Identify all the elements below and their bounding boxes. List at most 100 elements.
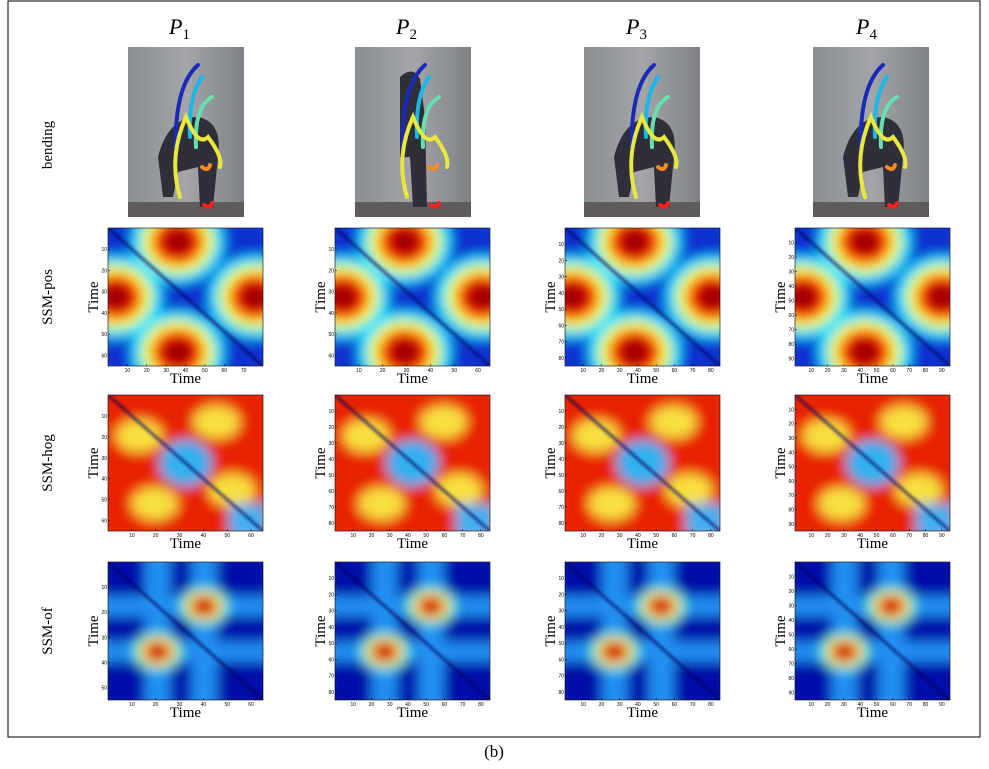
diagonal [108, 395, 263, 531]
heat-blob [376, 645, 394, 659]
y-tick-label: 20 [328, 592, 334, 598]
y-tick-label: 40 [558, 625, 564, 631]
x-tick-label: 10 [350, 533, 356, 539]
x-axis-label: Time [857, 371, 888, 387]
column-subscript: 3 [639, 27, 647, 43]
x-tick-label: 90 [939, 368, 945, 374]
x-tick-label: 50 [224, 533, 230, 539]
x-tick-label: 20 [825, 533, 831, 539]
x-tick-label: 20 [144, 368, 150, 374]
x-tick-label: 50 [224, 702, 230, 708]
y-tick-label: 50 [788, 299, 794, 305]
x-tick-label: 10 [809, 702, 815, 708]
heatmap-field [795, 562, 950, 700]
x-tick-label: 70 [460, 533, 466, 539]
heat-blob [880, 405, 927, 439]
y-tick-label: 20 [788, 589, 794, 595]
y-tick-label: 90 [788, 691, 794, 697]
heat-blob [795, 282, 819, 312]
y-tick-label: 20 [101, 610, 107, 616]
photo [355, 47, 471, 217]
y-tick-label: 80 [558, 521, 564, 527]
axes-frame [794, 561, 951, 701]
heatmap [795, 395, 950, 531]
row-label: SSM-of [40, 607, 56, 655]
y-tick-label: 80 [788, 342, 794, 348]
column-subscript: 4 [869, 27, 877, 43]
x-tick-label: 10 [350, 702, 356, 708]
row-label: SSM-hog [40, 434, 56, 492]
heat-blob [131, 487, 178, 521]
heat-blob [195, 599, 213, 613]
heat-blob [802, 419, 850, 453]
heat-blob [836, 645, 854, 659]
y-tick-label: 20 [788, 255, 794, 261]
y-tick-label: 40 [788, 450, 794, 456]
x-tick-label: 10 [356, 368, 362, 374]
heat-blob [882, 599, 900, 613]
diagonal [335, 228, 490, 366]
y-tick-label: 50 [328, 332, 334, 338]
row-label: SSM-pos [40, 269, 56, 325]
x-tick-label: 30 [617, 368, 623, 374]
y-tick-label: 10 [558, 576, 564, 582]
heat-blob [239, 282, 263, 312]
heat-blob [618, 338, 651, 366]
x-tick-label: 40 [635, 702, 641, 708]
y-tick-label: 10 [328, 409, 334, 415]
axes-frame [564, 227, 721, 367]
x-tick-label: 10 [125, 368, 131, 374]
column-subscript: 1 [182, 27, 190, 43]
y-tick-label: 70 [328, 674, 334, 680]
y-tick-label: 50 [558, 473, 564, 479]
diagonal [565, 562, 720, 700]
heat-blob [388, 338, 421, 366]
heat-blob [848, 338, 881, 366]
x-tick-label: 20 [599, 702, 605, 708]
diagonal [108, 562, 263, 700]
diagonal [108, 228, 263, 366]
diagonal [565, 395, 720, 531]
y-axis-label: Time [543, 447, 559, 478]
heat-blob [208, 473, 256, 507]
y-tick-label: 50 [101, 685, 107, 691]
floor [128, 202, 244, 217]
x-tick-label: 80 [478, 533, 484, 539]
x-tick-label: 70 [906, 533, 912, 539]
y-tick-label: 20 [788, 422, 794, 428]
x-tick-label: 40 [183, 368, 189, 374]
trajectory [414, 75, 431, 139]
y-tick-label: 30 [558, 609, 564, 615]
axes-frame [794, 227, 951, 367]
heatmap [108, 395, 263, 531]
photo [584, 47, 700, 217]
x-axis-label: Time [397, 371, 428, 387]
y-axis-label: Time [313, 615, 329, 646]
trajectory [629, 111, 679, 199]
y-tick-label: 10 [788, 575, 794, 581]
y-tick-label: 60 [328, 353, 334, 359]
y-tick-label: 50 [101, 332, 107, 338]
y-tick-label: 10 [558, 242, 564, 248]
trajectory [400, 111, 450, 199]
floor [813, 202, 929, 217]
y-tick-label: 30 [328, 441, 334, 447]
heat-blob [652, 599, 670, 613]
y-tick-label: 70 [328, 505, 334, 511]
axes-frame [107, 561, 264, 701]
column-letter: P [625, 14, 639, 39]
heat-blob [818, 487, 865, 521]
y-tick-label: 40 [788, 618, 794, 624]
x-tick-label: 20 [599, 368, 605, 374]
x-axis-label: Time [170, 371, 201, 387]
heatmap [565, 228, 720, 366]
axes-frame [564, 561, 721, 701]
heat-band [648, 562, 674, 700]
y-tick-label: 30 [101, 635, 107, 641]
axes-frame [107, 394, 264, 532]
y-tick-label: 50 [558, 307, 564, 313]
trajectory [427, 163, 439, 172]
heat-blob [696, 282, 720, 312]
y-tick-label: 50 [788, 633, 794, 639]
